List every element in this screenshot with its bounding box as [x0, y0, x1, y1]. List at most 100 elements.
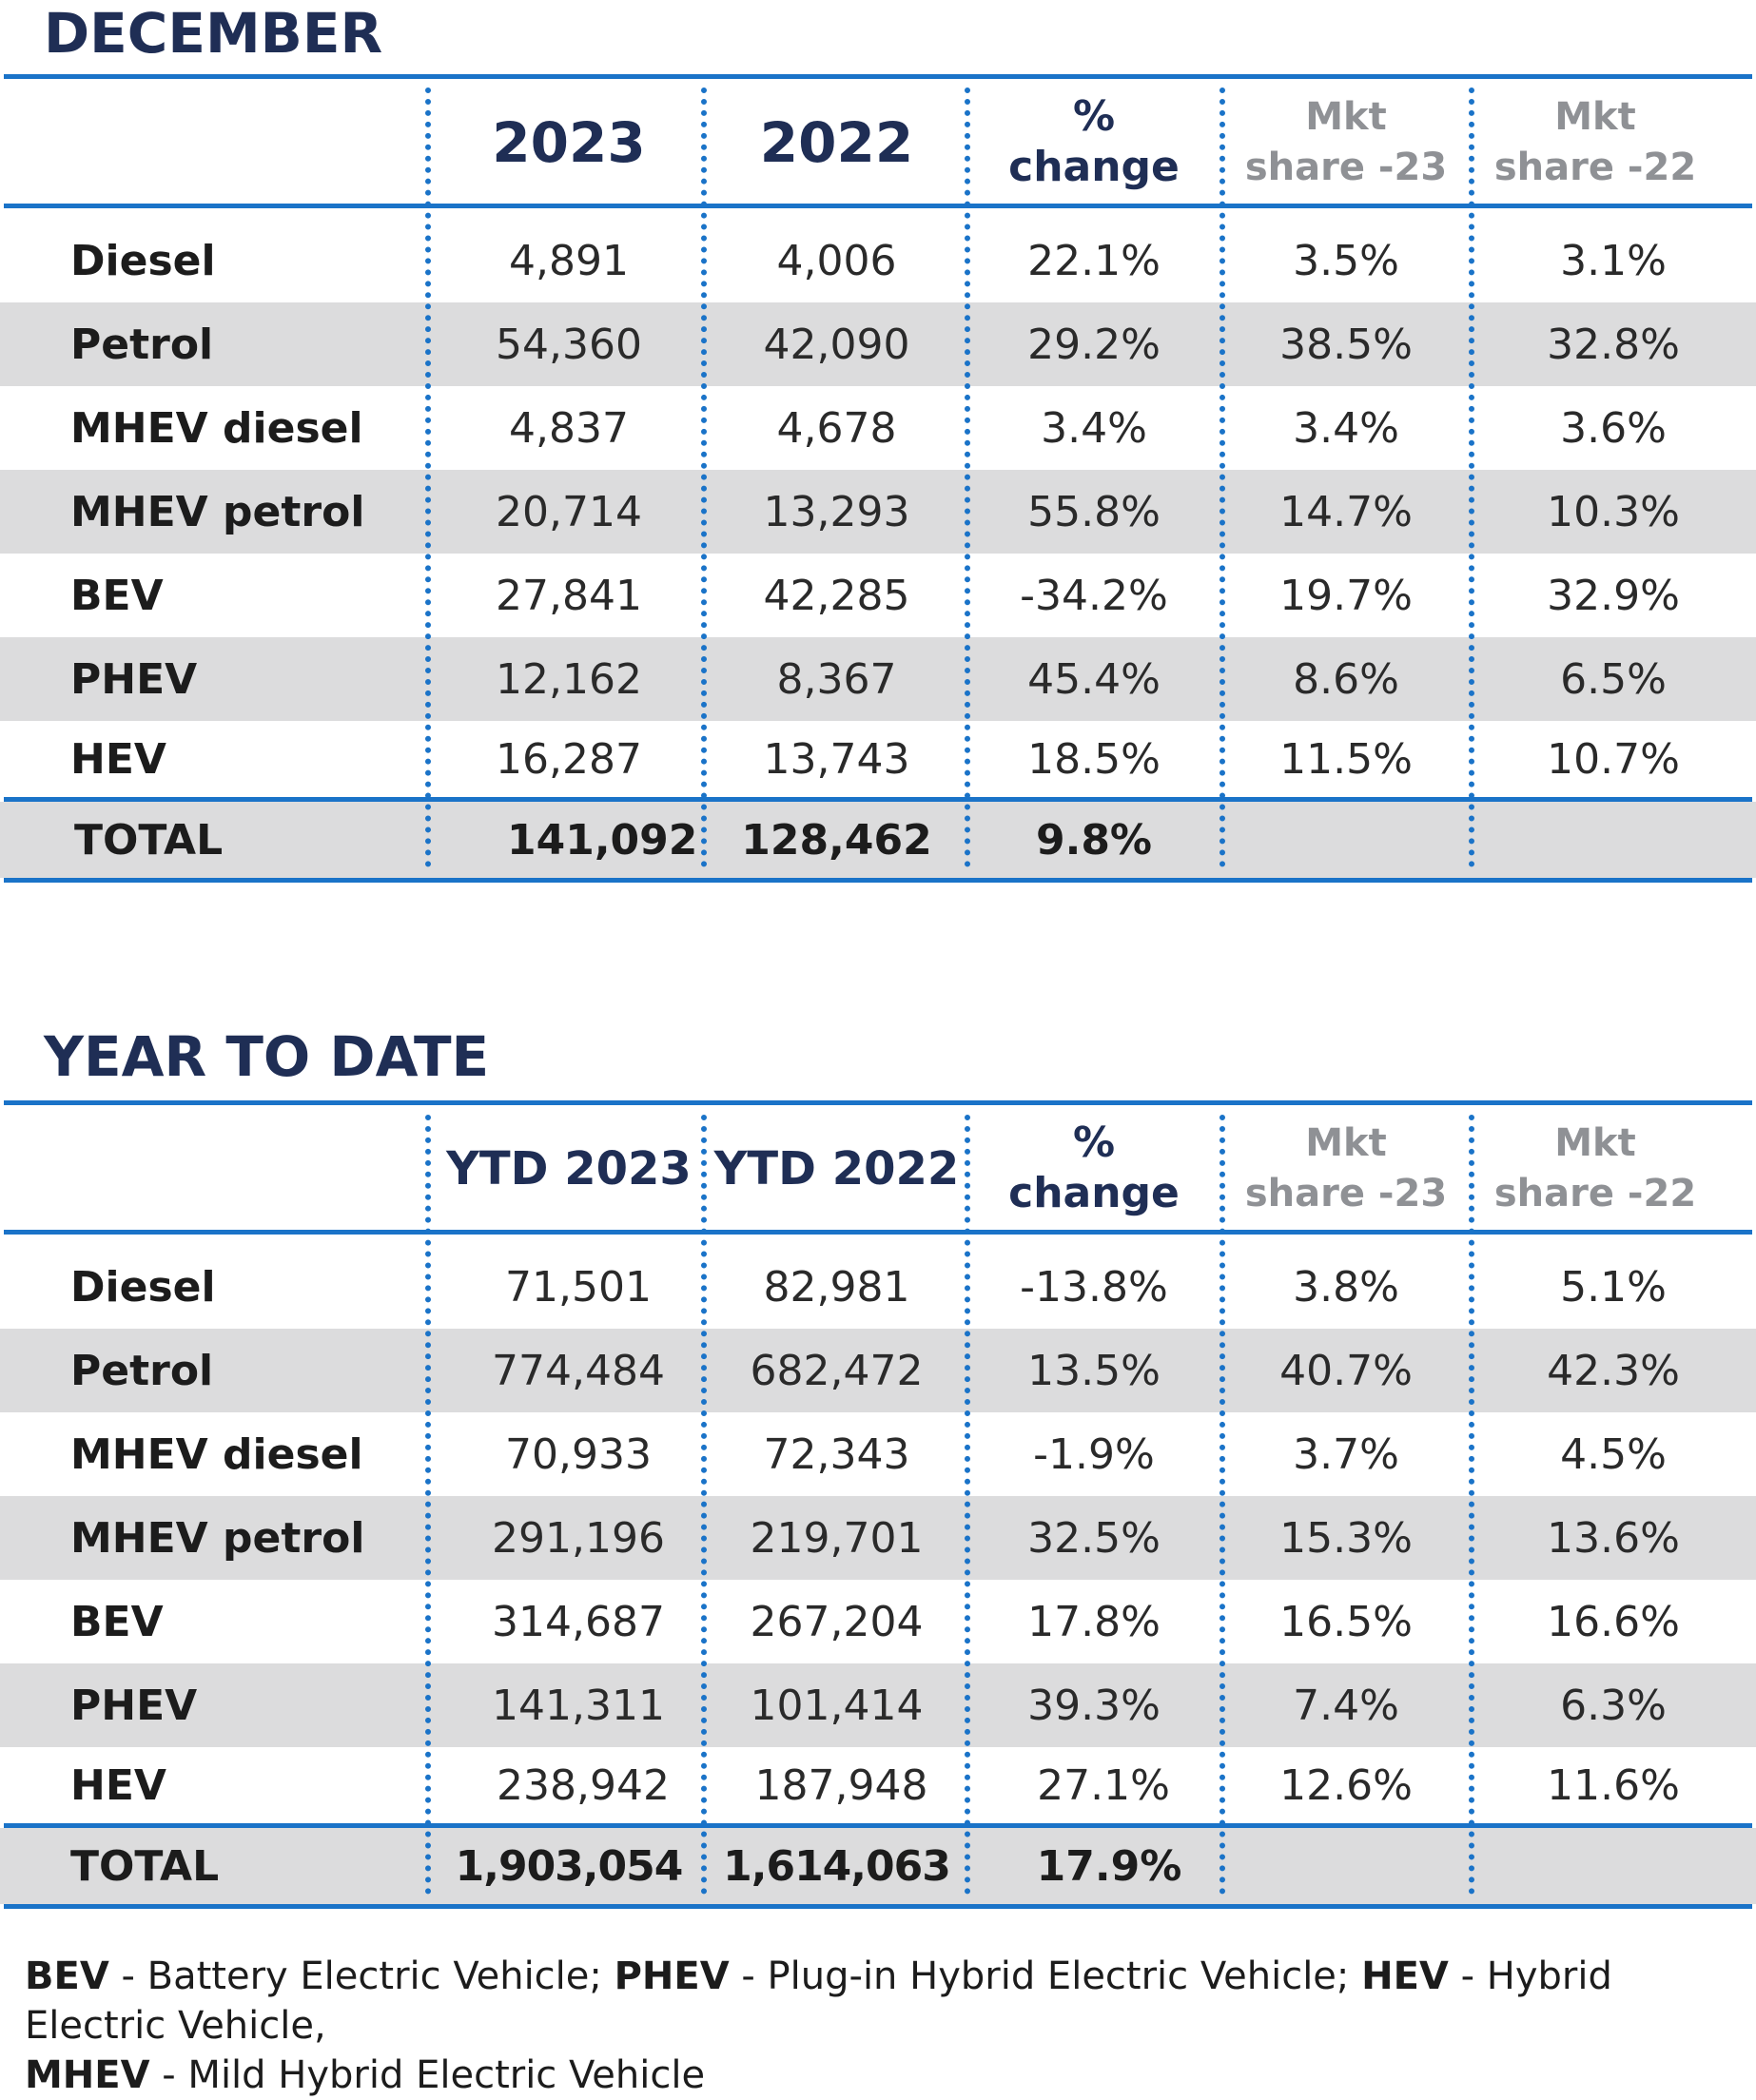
total-2022: 128,462: [741, 815, 932, 865]
cell-mkt-23: 12.6%: [1279, 1760, 1413, 1810]
cell-mkt-22: 6.5%: [1560, 654, 1667, 704]
cell-ytd-2023: 314,687: [492, 1597, 665, 1646]
total-pct-change: 17.9%: [1036, 1841, 1182, 1891]
row-label: Petrol: [70, 320, 214, 369]
column-divider: [425, 1115, 431, 1895]
column-divider: [701, 88, 707, 867]
header-mkt22-line1: Mkt: [1554, 1120, 1636, 1165]
table-bottom-rule: [4, 1904, 1752, 1909]
column-divider: [965, 88, 970, 867]
cell-pct-change: 45.4%: [1027, 654, 1161, 704]
total-pct-change: 9.8%: [1035, 815, 1153, 865]
header-pct-change: % change: [966, 82, 1221, 204]
header-ytd-2023: YTD 2023: [446, 1142, 692, 1196]
row-label: PHEV: [70, 654, 198, 704]
row-label: BEV: [70, 571, 164, 620]
table-row: PHEV 12,162 8,367 45.4% 8.6% 6.5%: [0, 637, 1756, 721]
row-label: PHEV: [70, 1681, 198, 1730]
cell-2023: 4,891: [509, 236, 629, 285]
cell-2023: 27,841: [496, 571, 642, 620]
cell-2022: 42,090: [763, 320, 910, 369]
cell-2023: 16,287: [496, 734, 642, 784]
cell-mkt-22: 5.1%: [1560, 1262, 1667, 1312]
cell-pct-change: 39.3%: [1027, 1681, 1161, 1730]
header-ytd-2022: YTD 2022: [713, 1142, 960, 1196]
cell-mkt-22: 11.6%: [1547, 1760, 1680, 1810]
header-bottom-rule: [4, 1230, 1752, 1235]
row-label: BEV: [70, 1597, 164, 1646]
table-row: MHEV diesel 4,837 4,678 3.4% 3.4% 3.6%: [0, 386, 1756, 470]
header-pct-line2: change: [1008, 143, 1180, 191]
row-label: MHEV petrol: [70, 1513, 365, 1563]
cell-2022: 13,743: [763, 734, 910, 784]
table-row: BEV 27,841 42,285 -34.2% 19.7% 32.9%: [0, 554, 1756, 637]
table-row: Petrol 774,484 682,472 13.5% 40.7% 42.3%: [0, 1329, 1756, 1412]
cell-mkt-22: 6.3%: [1560, 1681, 1667, 1730]
header-mkt-share-23: Mkt share -23: [1221, 1108, 1471, 1230]
table-row: Diesel 71,501 82,981 -13.8% 3.8% 5.1%: [0, 1245, 1756, 1329]
row-label: MHEV diesel: [70, 1429, 363, 1479]
cell-mkt-22: 16.6%: [1547, 1597, 1680, 1646]
header-mkt23-line2: share -23: [1244, 146, 1448, 189]
row-label: MHEV petrol: [70, 487, 365, 536]
table-row: BEV 314,687 267,204 17.8% 16.5% 16.6%: [0, 1580, 1756, 1663]
cell-2023: 20,714: [496, 487, 642, 536]
table-row: MHEV diesel 70,933 72,343 -1.9% 3.7% 4.5…: [0, 1412, 1756, 1496]
table-row: MHEV petrol 20,714 13,293 55.8% 14.7% 10…: [0, 470, 1756, 554]
cell-mkt-23: 15.3%: [1279, 1513, 1413, 1563]
cell-mkt-23: 7.4%: [1293, 1681, 1399, 1730]
table-bottom-rule: [4, 878, 1752, 883]
cell-mkt-22: 13.6%: [1547, 1513, 1680, 1563]
header-mkt-share-22: Mkt share -22: [1471, 1108, 1720, 1230]
cell-2022: 4,006: [776, 236, 897, 285]
row-label: Petrol: [70, 1346, 214, 1395]
column-divider: [425, 88, 431, 867]
column-divider: [965, 1115, 970, 1895]
column-divider: [1219, 88, 1225, 867]
header-pct-line1: %: [1072, 1118, 1116, 1168]
header-mkt23-line1: Mkt: [1305, 94, 1387, 139]
cell-ytd-2023: 238,942: [497, 1760, 670, 1810]
cell-ytd-2022: 101,414: [750, 1681, 924, 1730]
cell-mkt-23: 11.5%: [1279, 734, 1413, 784]
column-divider: [1469, 88, 1474, 867]
footnote-phev-text: - Plug-in Hybrid Electric Vehicle;: [729, 1954, 1362, 1998]
total-ytd-2022: 1,614,063: [723, 1841, 951, 1891]
cell-mkt-22: 32.8%: [1547, 320, 1680, 369]
cell-pct-change: 32.5%: [1027, 1513, 1161, 1563]
row-label: Diesel: [70, 236, 216, 285]
total-top-rule: [4, 1823, 1752, 1828]
cell-mkt-22: 3.1%: [1560, 236, 1667, 285]
cell-mkt-22: 4.5%: [1560, 1429, 1667, 1479]
cell-pct-change: -13.8%: [1020, 1262, 1168, 1312]
header-mkt22-line2: share -22: [1493, 146, 1697, 189]
cell-pct-change: -34.2%: [1020, 571, 1168, 620]
cell-mkt-23: 3.8%: [1293, 1262, 1399, 1312]
header-mkt-share-23: Mkt share -23: [1221, 82, 1471, 204]
total-ytd-2023: 1,903,054: [455, 1841, 684, 1891]
header-pct-line1: %: [1072, 92, 1116, 142]
cell-pct-change: 29.2%: [1027, 320, 1161, 369]
row-label: Diesel: [70, 1262, 216, 1312]
table-row: Diesel 4,891 4,006 22.1% 3.5% 3.1%: [0, 219, 1756, 302]
cell-ytd-2022: 267,204: [750, 1597, 924, 1646]
cell-pct-change: -1.9%: [1033, 1429, 1155, 1479]
header-bottom-rule: [4, 204, 1752, 208]
table-header: YTD 2023 YTD 2022 % change Mkt share -23…: [0, 1108, 1756, 1230]
cell-ytd-2023: 774,484: [492, 1346, 665, 1395]
row-label: HEV: [70, 734, 166, 784]
total-row: TOTAL 141,092 128,462 9.8%: [0, 802, 1756, 878]
row-label: MHEV diesel: [70, 403, 363, 453]
column-divider: [701, 1115, 707, 1895]
footnote-hev-abbr: HEV: [1361, 1954, 1449, 1998]
table-row: HEV 16,287 13,743 18.5% 11.5% 10.7%: [0, 717, 1756, 801]
cell-ytd-2022: 682,472: [750, 1346, 924, 1395]
cell-ytd-2023: 291,196: [492, 1513, 665, 1563]
footnote-bev-text: - Battery Electric Vehicle;: [108, 1954, 615, 1998]
header-mkt23-line2: share -23: [1244, 1172, 1448, 1215]
total-top-rule: [4, 797, 1752, 802]
december-title: DECEMBER: [44, 1, 383, 66]
cell-mkt-23: 19.7%: [1279, 571, 1413, 620]
cell-mkt-23: 38.5%: [1279, 320, 1413, 369]
cell-mkt-23: 8.6%: [1293, 654, 1399, 704]
